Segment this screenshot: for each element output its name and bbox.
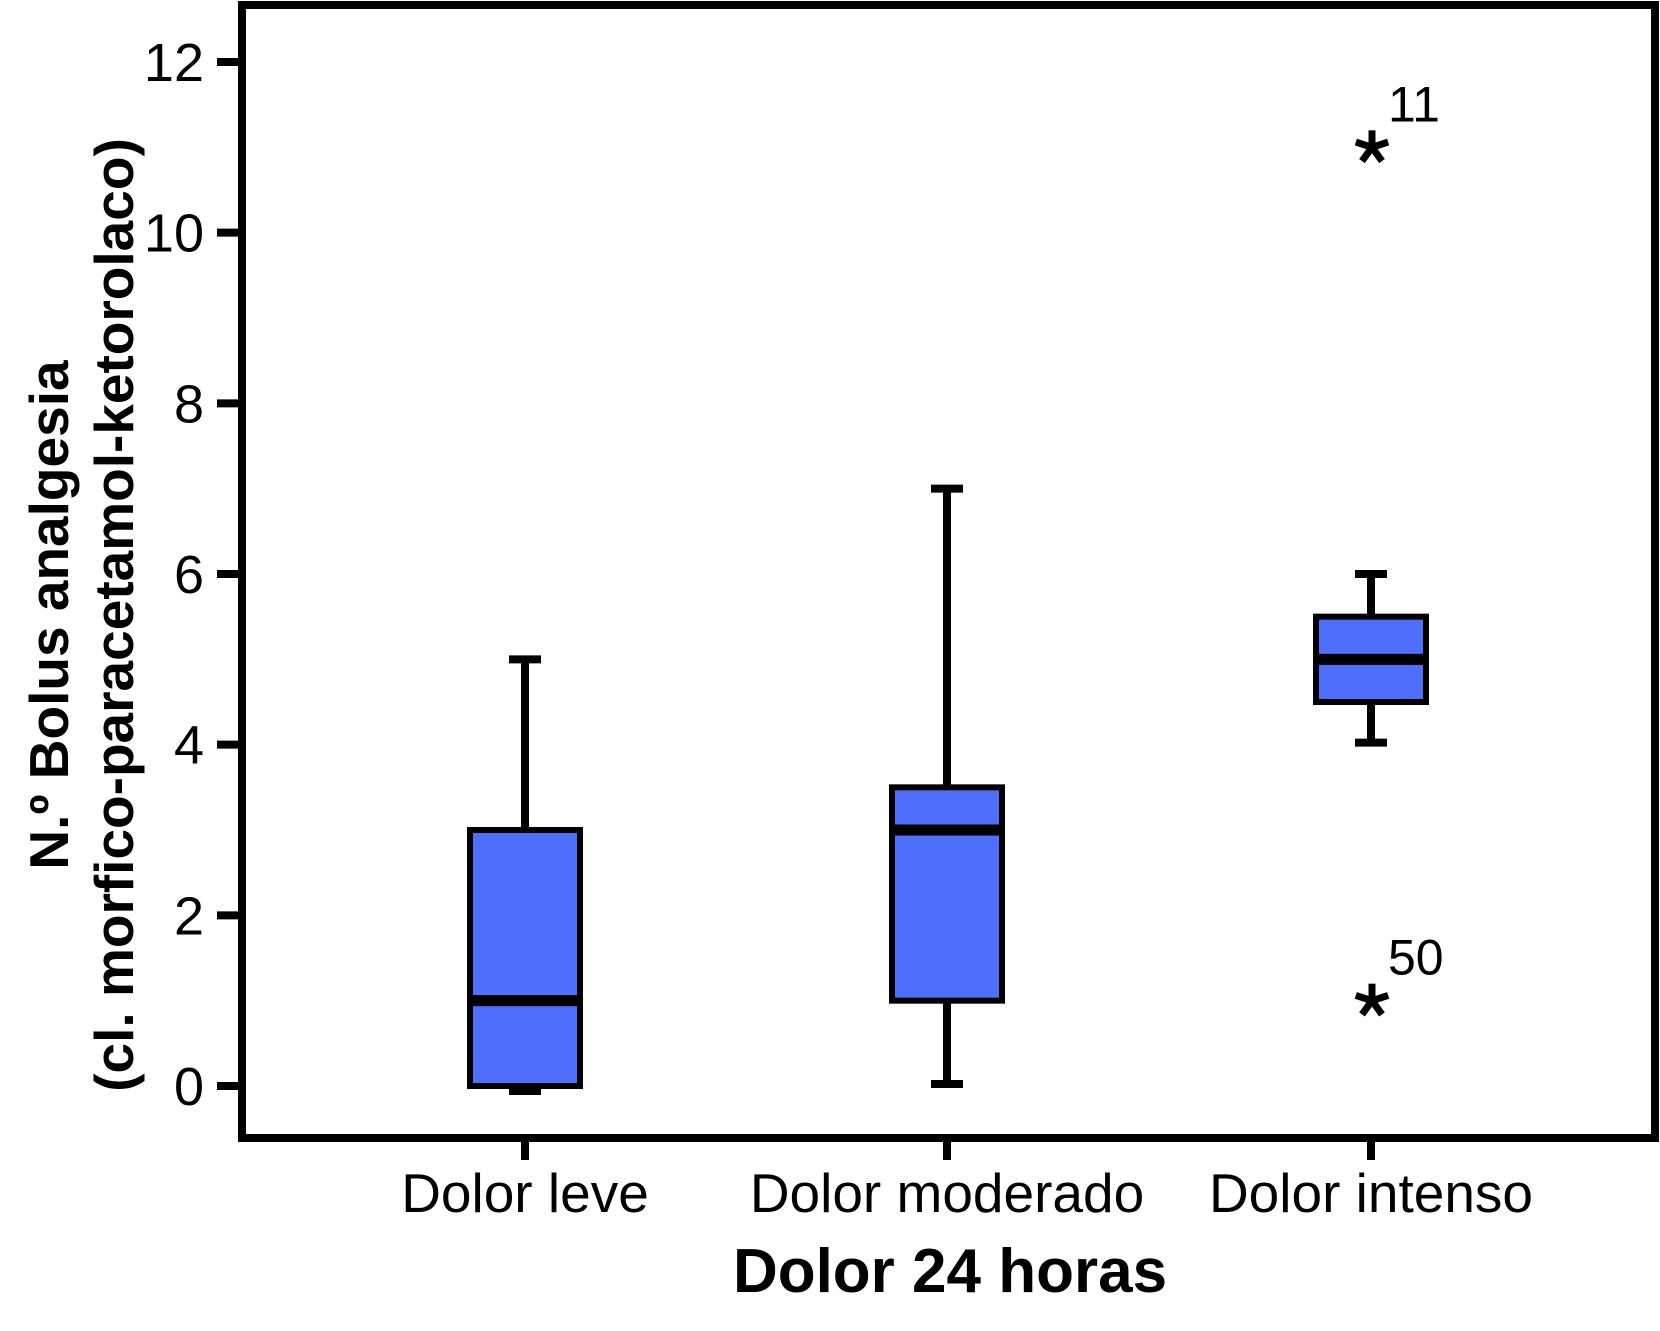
y-axis-title-line2: (cl. morfico-paracetamol-ketorolaco) (83, 138, 145, 1092)
y-tick-label-4: 4 (174, 716, 204, 776)
category-label-1: Dolor moderado (750, 1162, 1144, 1224)
y-axis-title-line1: N.º Bolus analgesia (18, 360, 80, 870)
y-tick-label-8: 8 (174, 374, 204, 434)
box-1 (889, 784, 1005, 1004)
chart-dynamic-layer: 0 2 4 6 8 10 12 Dolor leve Dolor moderado Dolor i… (144, 1, 1659, 1224)
outlier-label-2-0: 11 (1388, 76, 1440, 132)
x-axis-title: Dolor 24 horas (733, 1237, 1167, 1306)
box-0 (467, 827, 583, 1089)
outlier-star-2-1-arm-4 (1369, 998, 1385, 1017)
outlier-star-2-0-arm-4 (1369, 145, 1385, 164)
y-tick-label-12: 12 (144, 33, 204, 93)
y-tick-label-10: 10 (144, 204, 204, 264)
y-tick-label-2: 2 (174, 886, 204, 946)
category-label-0: Dolor leve (401, 1162, 649, 1224)
y-tick-label-6: 6 (174, 545, 204, 605)
category-label-2: Dolor intenso (1209, 1162, 1533, 1224)
y-tick-label-0: 0 (174, 1057, 204, 1117)
outlier-label-2-1: 50 (1388, 930, 1444, 986)
